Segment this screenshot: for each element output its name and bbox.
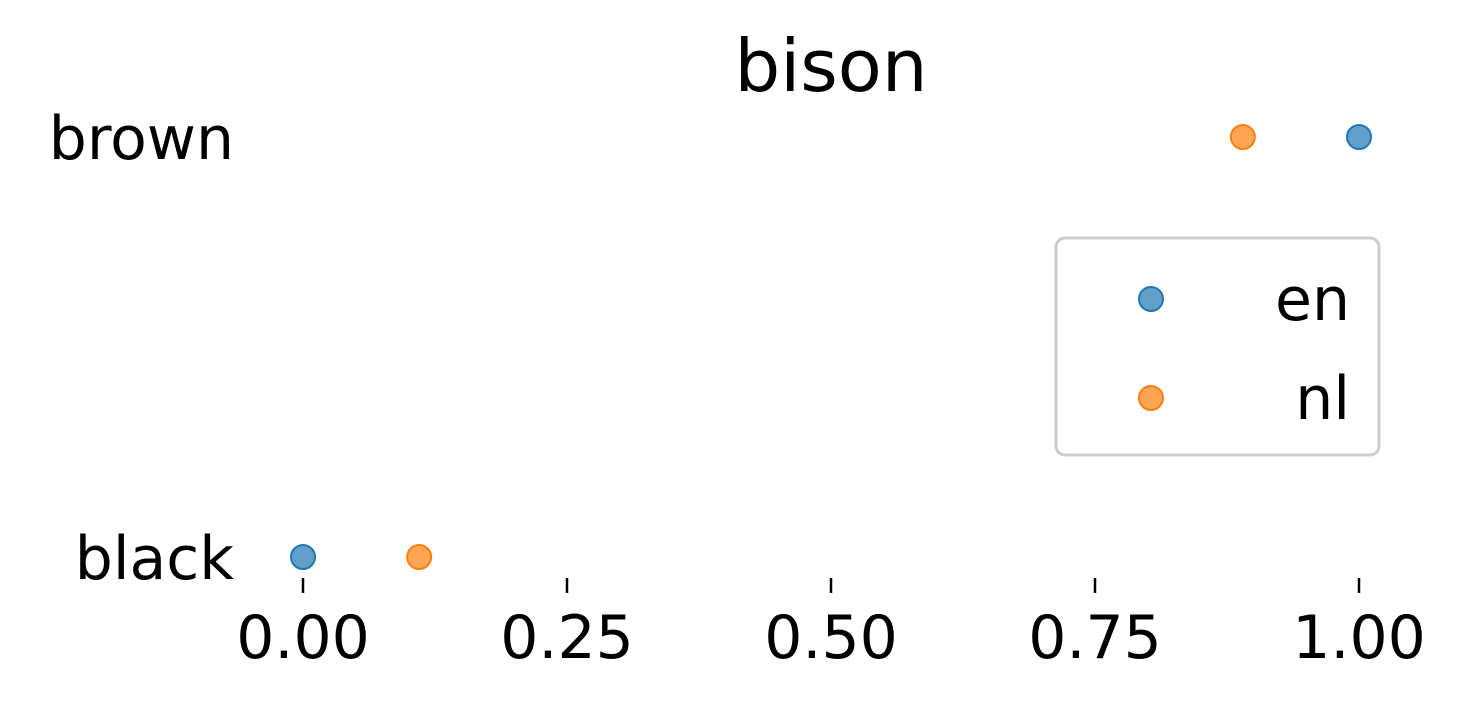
legend-marker-nl [1138, 385, 1164, 411]
legend-label-nl: nl [1295, 364, 1350, 434]
x-tick-label: 0.75 [1028, 603, 1162, 673]
legend: en nl [1054, 236, 1381, 457]
y-tick-label-black: black [75, 524, 235, 594]
legend-label-en: en [1275, 265, 1350, 335]
x-tick-label: 0.00 [236, 603, 370, 673]
point-nl-black [406, 544, 433, 570]
x-axis: 0.00 0.25 0.50 0.75 1.00 [236, 578, 1426, 673]
legend-frame [1054, 236, 1381, 457]
y-axis-labels: black brown [49, 104, 234, 594]
legend-marker-en [1138, 286, 1164, 312]
x-tick-label: 1.00 [1292, 603, 1426, 673]
x-tick-label: 0.25 [500, 603, 634, 673]
point-nl-brown [1229, 124, 1256, 150]
y-tick-label-brown: brown [49, 104, 234, 174]
point-en-brown [1346, 124, 1372, 150]
data-points [290, 124, 1372, 570]
x-tick-label: 0.50 [764, 603, 898, 673]
point-en-black [290, 544, 316, 570]
chart-title: bison [735, 24, 928, 108]
